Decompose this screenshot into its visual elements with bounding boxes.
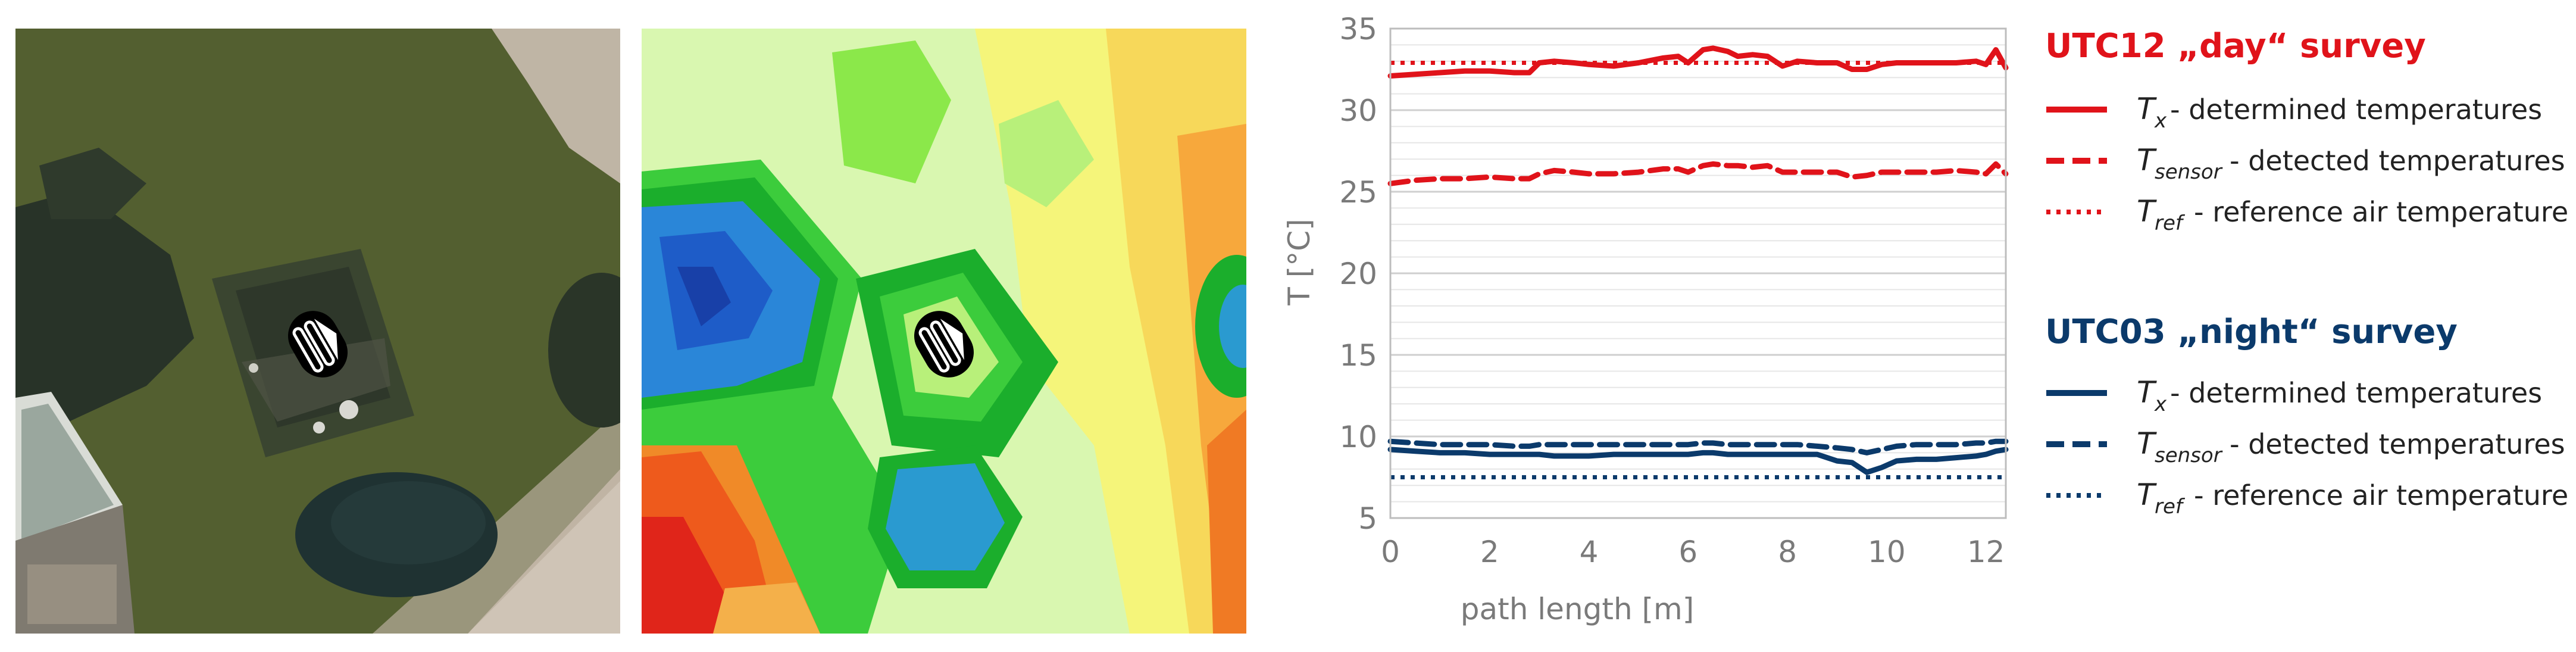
y-tick-label: 5 <box>1358 501 1377 536</box>
chart-series <box>1387 45 2009 479</box>
x-tick-label: 10 <box>1868 535 1906 569</box>
sensor-arrow-icon-thermal <box>914 311 974 378</box>
y-tick-label: 15 <box>1339 338 1377 373</box>
sensor-arrow-icon <box>288 311 348 378</box>
series-line-night-solid <box>1387 447 2009 475</box>
x-tick-label: 4 <box>1580 535 1599 569</box>
x-tick-label: 8 <box>1778 535 1797 569</box>
legend-subscript: x <box>2154 109 2167 133</box>
legend-text: - detected temperatures <box>2230 428 2565 460</box>
legend-symbol: T <box>2137 194 2157 229</box>
x-axis-label: path length [m] <box>1461 592 1695 626</box>
y-tick-label: 20 <box>1339 257 1377 291</box>
y-tick-label: 25 <box>1339 175 1377 210</box>
aerial-photo-icon <box>15 29 620 634</box>
thermal-map-icon <box>642 29 1246 634</box>
y-tick-label: 30 <box>1339 93 1377 128</box>
legend-subscript: ref <box>2155 211 2186 235</box>
legend-subscript: sensor <box>2155 444 2223 467</box>
legend-symbol: T <box>2137 426 2157 461</box>
aerial-photo-panel <box>15 29 620 634</box>
legend-text: - detected temperatures <box>2230 145 2565 177</box>
chart-svg: 5 10 15 20 25 30 35 0 2 4 6 8 10 12 path length [m] T… <box>1282 12 2009 626</box>
plot-frame <box>1389 27 2007 519</box>
x-tick-label: 6 <box>1678 535 1697 569</box>
series-line-day-dashed <box>1387 161 2009 186</box>
series-line-night-dashed <box>1387 438 2009 456</box>
legend-symbol: T <box>2137 143 2157 177</box>
legend-text: - reference air temperature <box>2194 196 2568 228</box>
legend-text: - determined temperatures <box>2170 93 2542 126</box>
series-line-day-solid <box>1387 45 2009 79</box>
y-tick-label: 35 <box>1339 12 1377 46</box>
temperature-chart: 5 10 15 20 25 30 35 0 2 4 6 8 10 12 path length [m] T… <box>1280 0 2042 650</box>
legend-subscript: x <box>2154 392 2167 416</box>
x-tick-label: 0 <box>1381 535 1400 569</box>
legend-symbol: T <box>2137 375 2157 410</box>
legend-night-title: UTC03 „night“ survey <box>2045 313 2458 351</box>
chart-axes: 5 10 15 20 25 30 35 0 2 4 6 8 10 12 <box>1339 12 2007 569</box>
legend-symbol: T <box>2137 478 2157 512</box>
legend-subscript: sensor <box>2155 160 2223 184</box>
thermal-map-panel <box>642 29 1246 634</box>
legend-symbol: T <box>2137 92 2157 126</box>
legend-text: - reference air temperature <box>2194 479 2568 511</box>
x-tick-label: 2 <box>1480 535 1499 569</box>
legend-text: - determined temperatures <box>2170 377 2542 409</box>
y-axis-label: T [°C] <box>1282 219 1317 305</box>
y-tick-label: 10 <box>1339 420 1377 454</box>
chart-grid <box>1390 27 2006 519</box>
legend-day-title: UTC12 „day“ survey <box>2045 27 2426 65</box>
x-tick-label: 12 <box>1967 535 2005 569</box>
legend-subscript: ref <box>2155 495 2186 519</box>
